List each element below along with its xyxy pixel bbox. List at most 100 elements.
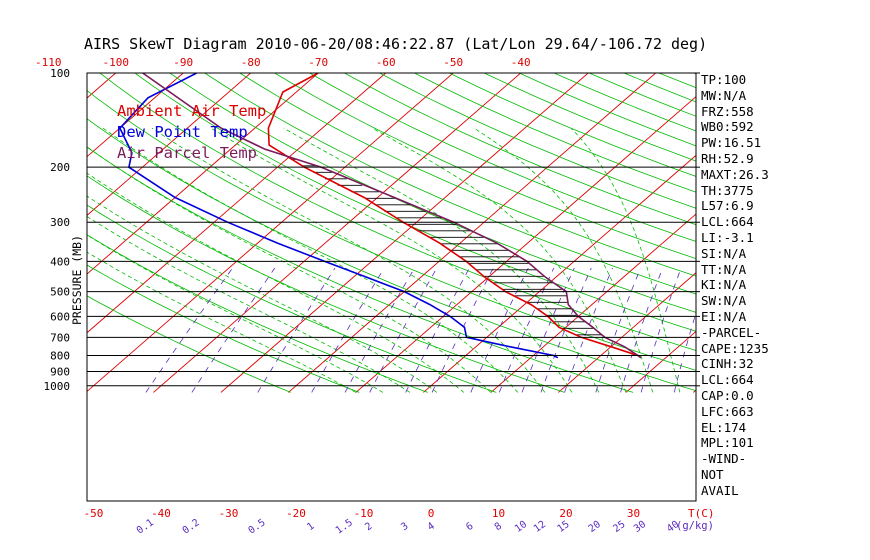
top-temp-label: -40 [511,56,531,69]
moist-adiabat-line [151,127,546,393]
mixing-ratio-line [470,267,529,393]
dry-adiabat-line [87,264,360,393]
dry-adiabat-line [273,73,696,260]
isotherm-line [355,96,696,393]
stat-item: -WIND- [701,451,747,467]
stat-item: TH:3775 [701,182,754,198]
dry-adiabat-line [87,175,565,393]
mixing-ratio-line [540,267,592,393]
isotherm-line [87,73,454,393]
y-axis-label: PRESSURE (MB) [70,235,84,325]
mixing-ratio-label: 2 [363,521,374,533]
mixing-ratio-label: 10 [513,519,529,535]
stat-item: L57:6.9 [701,198,754,214]
mixing-ratio-line [498,267,555,393]
stat-item: LCL:664 [701,214,754,230]
mixing-ratio-line [191,267,276,393]
stat-item: FRZ:558 [701,103,754,119]
isotherm-line [153,73,522,393]
stat-item: TT:N/A [701,261,747,277]
isotherm-line [288,73,657,393]
mixing-ratio-line [564,267,613,393]
mixing-ratio-label: 4 [426,521,437,533]
mixing-ratio-line [431,267,494,393]
isotherm-line [87,73,387,334]
moist-adiabat-line [371,127,627,393]
isotherm-line [87,73,252,216]
stat-item: LFC:663 [701,403,754,419]
bottom-temp-label: -40 [151,507,171,520]
chart-legend: Ambient Air Temp Dew Point Temp Air Parcel… [117,101,266,164]
stat-item: TP:100 [701,72,747,87]
mixing-ratio-label: 3 [399,521,410,533]
legend-item: Dew Point Temp [117,123,248,141]
mixing-ratio-line [344,267,415,393]
pressure-tick-label: 700 [50,331,70,344]
dry-adiabat-line [87,204,497,393]
bottom-temp-label: -50 [84,507,104,520]
bottom-temp-label: 20 [559,507,572,520]
series-line-air-parcel-temp [142,73,642,359]
mixing-ratio-line [311,267,385,393]
mixing-ratio-line [620,267,664,393]
mixing-ratio-label: 20 [587,519,603,535]
mixing-ratio-line [640,267,682,393]
top-temp-label: -100 [102,56,129,69]
mixing-ratio-line [145,267,233,393]
dry-adiabat-line [378,73,696,209]
bottom-temp-label: -30 [219,507,239,520]
stat-item: MPL:101 [701,435,754,451]
mixing-ratio-line [595,267,641,393]
mixing-ratio-label: 25 [611,519,627,535]
stat-item: RH:52.9 [701,150,754,166]
dry-adiabat-line [87,295,291,393]
pressure-tick-label: 1000 [44,380,71,393]
isotherm-line [87,73,184,158]
bottom-temp-label: -20 [286,507,306,520]
stat-item: CAPE:1235 [701,340,769,356]
dry-adiabat-line [134,73,696,332]
top-temp-label: -50 [443,56,463,69]
dry-adiabat-line [203,73,696,295]
isotherm-line [558,272,696,393]
stat-item: AVAIL [701,482,739,498]
stat-item: CINH:32 [701,356,754,372]
stat-item: PW:16.51 [701,135,762,151]
plot-frame [86,72,697,502]
top-temp-label: -90 [173,56,193,69]
pressure-tick-label: 200 [50,161,70,174]
stat-item: WB0:592 [701,119,754,135]
mixing-ratio-label: 0.1 [135,517,156,536]
mixing-ratio-line [257,267,336,393]
dry-adiabat-line [238,73,696,277]
pressure-tick-label: 500 [50,286,70,299]
stat-item: KI:N/A [701,277,747,293]
bottom-temp-label: 0 [428,507,435,520]
isotherm-line [490,213,696,393]
mixing-ratio-label: 1 [305,521,316,533]
stat-item: EL:174 [701,419,747,435]
pressure-tick-label: 100 [50,67,70,80]
pressure-tick-label: 300 [50,216,70,229]
chart-title: AIRS SkewT Diagram 2010-06-20/08:46:22.8… [84,35,708,53]
mixing-ratio-axis-label: (g/kg) [676,520,714,532]
dry-adiabat-line [87,146,634,393]
series-line-ambient-air-temp [267,73,642,359]
isotherm-line [220,73,589,393]
series-line-dew-point-temp [118,73,559,359]
top-temp-label: -60 [376,56,396,69]
mixing-ratio-label: 1.5 [334,517,355,536]
bottom-temp-label: -10 [354,507,374,520]
dry-adiabat-line [87,90,696,371]
stats-panel: TP:100 MW:N/A FRZ:558 WB0:592 PW:16.51 RH:52.… [701,72,861,499]
mixing-ratio-line [673,311,696,393]
pressure-tick-label: 400 [50,255,70,268]
mixing-ratio-line [405,267,470,393]
stat-item: -PARCEL- [701,324,762,340]
moist-adiabat-line [102,127,519,393]
top-temp-label: -80 [241,56,261,69]
top-temp-label: -110 [35,56,62,69]
mixing-ratio-label: 8 [493,521,504,533]
top-temp-label: -70 [308,56,328,69]
